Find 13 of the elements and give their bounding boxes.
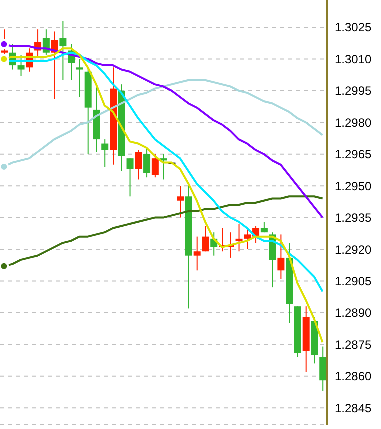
y-tick-label: 1.2935 xyxy=(335,211,372,226)
y-tick-label: 1.2860 xyxy=(335,370,372,384)
y-tick-label: 1.3025 xyxy=(335,20,372,35)
y-tick-label: 1.2920 xyxy=(335,242,372,257)
y-tick-label: 1.3010 xyxy=(335,52,372,66)
y-tick-label: 1.2980 xyxy=(335,116,372,130)
y-tick-label: 1.2875 xyxy=(335,338,372,352)
y-tick-label: 1.2890 xyxy=(335,306,372,320)
y-tick-label: 1.2950 xyxy=(335,179,372,194)
y-tick-label: 1.2995 xyxy=(335,84,372,98)
y-tick-label: 1.2965 xyxy=(335,148,372,162)
y-tick-label: 1.2845 xyxy=(335,401,372,416)
y-tick-label: 1.2905 xyxy=(335,274,372,288)
